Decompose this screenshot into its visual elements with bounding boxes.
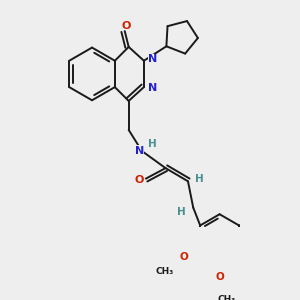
Text: CH₃: CH₃ <box>156 266 174 275</box>
Text: N: N <box>148 83 158 93</box>
Text: N: N <box>148 54 158 64</box>
Text: CH₃: CH₃ <box>217 296 235 300</box>
Text: H: H <box>148 140 157 149</box>
Text: O: O <box>122 21 131 31</box>
Text: O: O <box>180 252 189 262</box>
Text: O: O <box>215 272 224 283</box>
Text: O: O <box>134 175 144 185</box>
Text: N: N <box>135 146 144 156</box>
Text: H: H <box>195 174 203 184</box>
Text: H: H <box>177 207 186 217</box>
